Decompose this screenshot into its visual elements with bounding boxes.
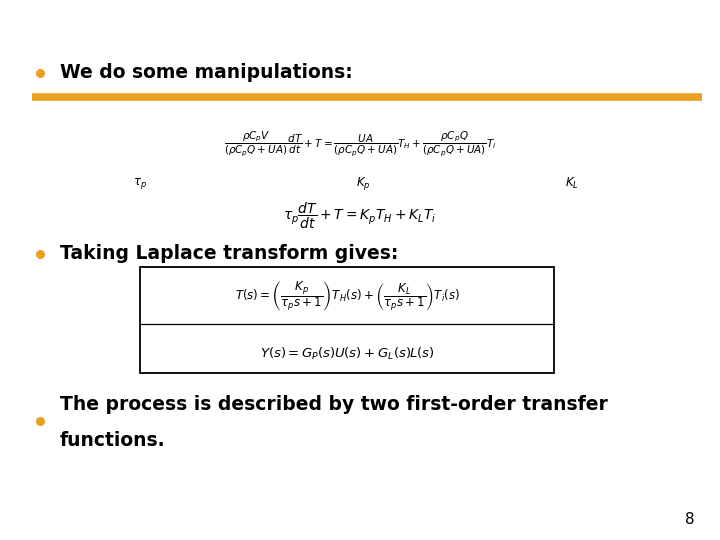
Text: $\tau_p \dfrac{dT}{dt} + T = K_p T_H + K_L T_i$: $\tau_p \dfrac{dT}{dt} + T = K_p T_H + K… [283, 201, 437, 231]
Text: $\dfrac{\rho C_p V}{(\rho C_p Q + UA)} \dfrac{dT}{dt} + T = \dfrac{UA}{(\rho C_p: $\dfrac{\rho C_p V}{(\rho C_p Q + UA)} \… [224, 129, 496, 158]
Text: The process is described by two first-order transfer: The process is described by two first-or… [60, 395, 608, 415]
Text: $K_p$: $K_p$ [356, 175, 371, 192]
Text: functions.: functions. [60, 430, 166, 450]
Text: $\tau_p$: $\tau_p$ [133, 176, 148, 191]
FancyBboxPatch shape [140, 267, 554, 373]
Text: $T(s) = \left( \dfrac{K_p}{\tau_p s+1} \right) T_H(s) + \left( \dfrac{K_L}{\tau_: $T(s) = \left( \dfrac{K_p}{\tau_p s+1} \… [235, 279, 460, 313]
Text: $Y(s) = G_P(s)U(s) + G_L(s)L(s)$: $Y(s) = G_P(s)U(s) + G_L(s)L(s)$ [260, 346, 435, 362]
Text: 8: 8 [685, 511, 695, 526]
Text: We do some manipulations:: We do some manipulations: [60, 63, 353, 83]
Text: $K_L$: $K_L$ [565, 176, 580, 191]
Text: Taking Laplace transform gives:: Taking Laplace transform gives: [60, 244, 398, 264]
